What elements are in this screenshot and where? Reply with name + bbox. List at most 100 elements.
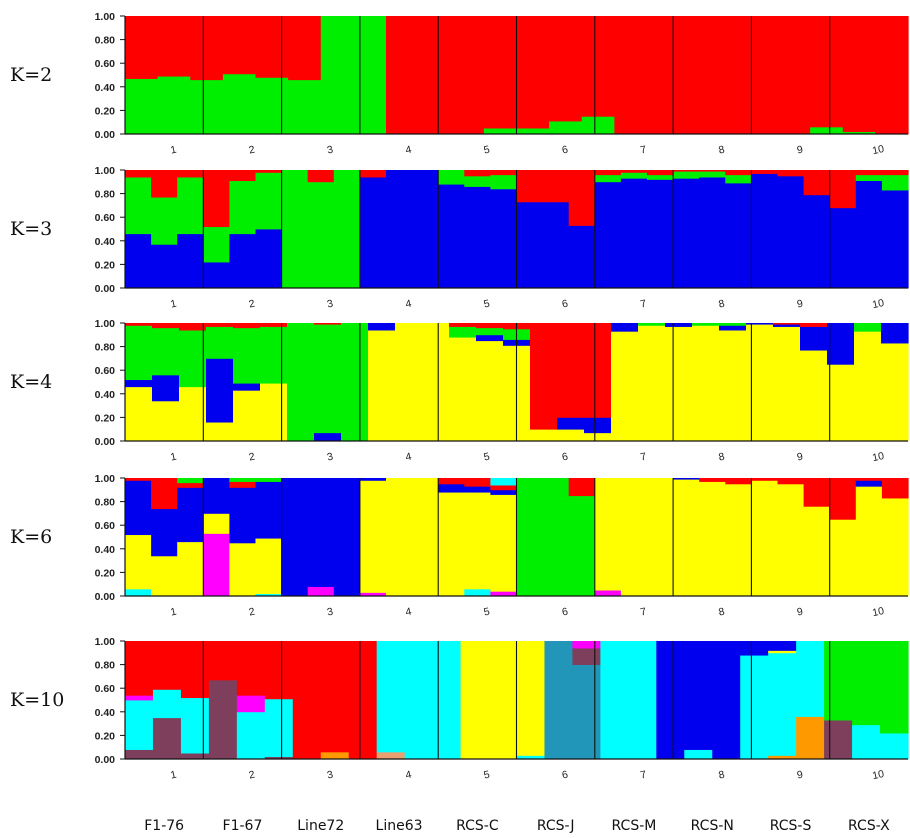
ancestry-bar-segment	[353, 16, 387, 135]
population-label: RCS-M	[612, 818, 657, 834]
ancestry-bar-segment	[255, 481, 283, 539]
ancestry-bar-segment	[557, 323, 585, 418]
ancestry-bar-segment	[530, 429, 558, 442]
ancestry-bar-segment	[665, 323, 693, 327]
x-tick-label: 10	[871, 297, 885, 311]
ancestry-bar-segment	[333, 170, 361, 289]
ancestry-bar-segment	[464, 175, 491, 187]
ancestry-bar-segment	[152, 641, 182, 690]
ancestry-bar-segment	[152, 374, 180, 402]
x-tick-label: 7	[639, 769, 647, 782]
ancestry-bar-segment	[177, 177, 204, 235]
ancestry-bar-segment	[712, 16, 746, 135]
ancestry-bar-segment	[152, 717, 182, 760]
population-label: RCS-S	[770, 818, 812, 834]
ancestry-bar-segment	[359, 177, 387, 289]
ancestry-bar-segment	[152, 400, 180, 442]
ancestry-bar-segment	[881, 174, 909, 191]
ancestry-bar-segment	[422, 323, 450, 442]
x-tick-label: 1	[169, 298, 177, 311]
ancestry-bar-segment	[229, 478, 257, 482]
ancestry-bar-segment	[620, 178, 648, 289]
ancestry-bar-segment	[490, 478, 518, 486]
ancestry-bar-segment	[151, 197, 178, 245]
population-label: Line72	[297, 818, 344, 834]
ancestry-bar-segment	[751, 173, 779, 289]
ancestry-bar-segment	[594, 174, 622, 183]
ancestry-bar-segment	[376, 751, 406, 760]
y-tick-label: 0.40	[95, 236, 116, 248]
ancestry-bar-segment	[712, 641, 741, 760]
ancestry-bar-segment	[236, 711, 266, 760]
panel-k-label: K=3	[10, 218, 52, 240]
ancestry-bar-segment	[600, 641, 629, 760]
ancestry-bar-segment	[464, 186, 491, 289]
ancestry-bar-segment	[810, 126, 844, 135]
x-tick-label: 6	[561, 298, 569, 311]
ancestry-bar-segment	[684, 641, 713, 750]
x-tick-label: 6	[561, 606, 569, 619]
population-label: F1-76	[144, 818, 184, 834]
ancestry-bar-segment	[341, 323, 369, 442]
ancestry-bar-segment	[516, 201, 544, 289]
ancestry-bar-segment	[412, 170, 439, 289]
ancestry-bar-segment	[628, 641, 657, 760]
ancestry-bar-segment	[852, 724, 881, 760]
ancestry-bar-segment	[584, 432, 612, 442]
ancestry-bar-segment	[751, 478, 779, 481]
ancestry-bar-segment	[125, 700, 154, 750]
ancestry-bar-segment	[490, 188, 518, 289]
ancestry-bar-segment	[125, 233, 152, 289]
ancestry-bar-segment	[255, 16, 289, 78]
ancestry-bar-segment	[572, 648, 601, 665]
ancestry-bar-segment	[177, 487, 204, 543]
x-tick-label: 3	[326, 144, 334, 157]
y-tick-label: 0.60	[95, 520, 116, 532]
ancestry-bar-segment	[581, 116, 615, 135]
ancestry-bar-segment	[719, 330, 747, 442]
ancestry-bar-segment	[568, 170, 596, 226]
ancestry-bar-segment	[800, 323, 828, 327]
ancestry-bar-segment	[490, 591, 518, 597]
ancestry-bar-segment	[222, 16, 257, 75]
ancestry-bar-segment	[881, 190, 909, 289]
ancestry-bar-segment	[412, 478, 439, 597]
x-tick-label: 7	[639, 451, 647, 464]
y-tick-label: 0.40	[95, 82, 116, 94]
ancestry-bar-segment	[490, 485, 518, 491]
ancestry-bar-segment	[395, 323, 423, 442]
ancestry-bar-segment	[542, 201, 570, 289]
x-tick-label: 5	[483, 769, 491, 782]
ancestry-bar-segment	[449, 326, 477, 338]
ancestry-bar-segment	[773, 323, 801, 325]
ancestry-bar-segment	[584, 323, 612, 418]
ancestry-bar-segment	[614, 16, 648, 135]
ancestry-bar-segment	[464, 588, 491, 597]
ancestry-bar-segment	[368, 323, 396, 331]
ancestry-bar-segment	[568, 478, 596, 497]
ancestry-bar-segment	[483, 128, 518, 135]
ancestry-bar-segment	[260, 323, 288, 327]
x-tick-label: 4	[404, 144, 412, 157]
y-tick-label: 1.00	[95, 473, 116, 485]
ancestry-bar-segment	[206, 358, 234, 423]
ancestry-bar-segment	[233, 383, 261, 391]
population-label: RCS-X	[848, 818, 890, 834]
x-tick-label: 6	[561, 451, 569, 464]
ancestry-bar-segment	[594, 181, 622, 289]
ancestry-bar-segment	[255, 593, 283, 597]
y-tick-label: 0.80	[95, 189, 116, 201]
ancestry-bar-segment	[620, 478, 648, 597]
ancestry-bar-segment	[464, 170, 491, 177]
ancestry-bar-segment	[418, 16, 452, 135]
ancestry-bar-segment	[777, 478, 805, 485]
ancestry-bar-segment	[725, 174, 752, 184]
ancestry-bar-segment	[746, 324, 774, 442]
ancestry-bar-segment	[827, 323, 855, 365]
ancestry-bar-segment	[307, 181, 335, 289]
y-tick-label: 0.00	[95, 754, 116, 766]
ancestry-bar-segment	[810, 16, 844, 128]
x-tick-label: 5	[483, 606, 491, 619]
ancestry-bar-segment	[594, 590, 622, 597]
ancestry-bar-segment	[647, 174, 674, 180]
